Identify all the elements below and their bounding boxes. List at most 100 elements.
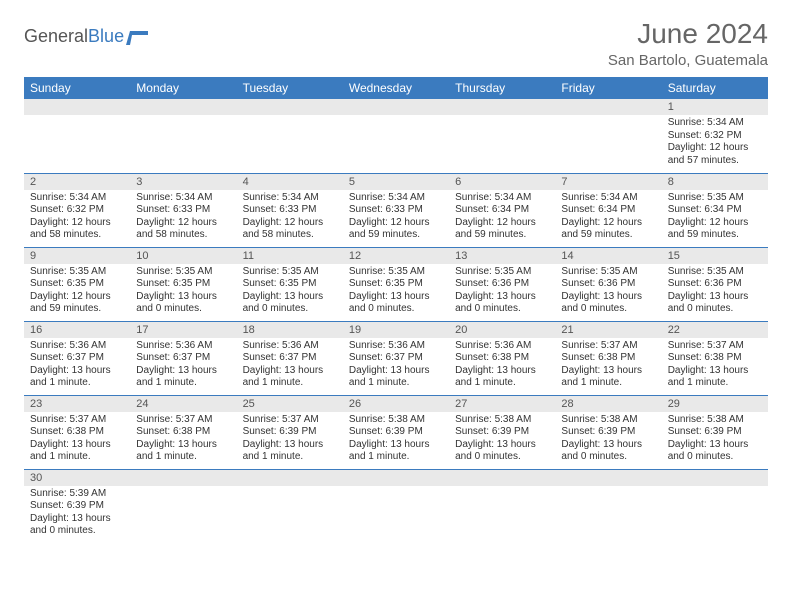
calendar-cell: 15Sunrise: 5:35 AMSunset: 6:36 PMDayligh… bbox=[662, 247, 768, 321]
day-details: Sunrise: 5:39 AMSunset: 6:39 PMDaylight:… bbox=[24, 486, 130, 542]
sunset-text: Sunset: 6:37 PM bbox=[30, 352, 124, 365]
sunset-text: Sunset: 6:39 PM bbox=[30, 500, 124, 513]
calendar-cell: 27Sunrise: 5:38 AMSunset: 6:39 PMDayligh… bbox=[449, 395, 555, 469]
daylight-text: Daylight: 13 hours and 1 minute. bbox=[349, 365, 443, 390]
calendar-week-row: 2Sunrise: 5:34 AMSunset: 6:32 PMDaylight… bbox=[24, 173, 768, 247]
calendar-cell: 3Sunrise: 5:34 AMSunset: 6:33 PMDaylight… bbox=[130, 173, 236, 247]
calendar-cell: 7Sunrise: 5:34 AMSunset: 6:34 PMDaylight… bbox=[555, 173, 661, 247]
day-details: Sunrise: 5:38 AMSunset: 6:39 PMDaylight:… bbox=[343, 412, 449, 468]
day-number: 18 bbox=[237, 322, 343, 338]
day-number: 23 bbox=[24, 396, 130, 412]
day-number: 27 bbox=[449, 396, 555, 412]
sunrise-text: Sunrise: 5:34 AM bbox=[455, 192, 549, 205]
day-details bbox=[343, 115, 449, 121]
sunrise-text: Sunrise: 5:39 AM bbox=[30, 488, 124, 501]
daylight-text: Daylight: 12 hours and 58 minutes. bbox=[30, 217, 124, 242]
day-number: 12 bbox=[343, 248, 449, 264]
sunset-text: Sunset: 6:37 PM bbox=[349, 352, 443, 365]
daylight-text: Daylight: 13 hours and 0 minutes. bbox=[455, 291, 549, 316]
day-details: Sunrise: 5:35 AMSunset: 6:36 PMDaylight:… bbox=[555, 264, 661, 320]
calendar-cell: 10Sunrise: 5:35 AMSunset: 6:35 PMDayligh… bbox=[130, 247, 236, 321]
day-number bbox=[449, 470, 555, 486]
sunrise-text: Sunrise: 5:35 AM bbox=[349, 266, 443, 279]
calendar-week-row: 1Sunrise: 5:34 AMSunset: 6:32 PMDaylight… bbox=[24, 99, 768, 173]
daylight-text: Daylight: 13 hours and 1 minute. bbox=[243, 439, 337, 464]
sunrise-text: Sunrise: 5:36 AM bbox=[349, 340, 443, 353]
day-number: 7 bbox=[555, 174, 661, 190]
day-details: Sunrise: 5:38 AMSunset: 6:39 PMDaylight:… bbox=[449, 412, 555, 468]
calendar-cell: 8Sunrise: 5:35 AMSunset: 6:34 PMDaylight… bbox=[662, 173, 768, 247]
day-details bbox=[662, 486, 768, 492]
sunrise-text: Sunrise: 5:35 AM bbox=[561, 266, 655, 279]
calendar-body: 1Sunrise: 5:34 AMSunset: 6:32 PMDaylight… bbox=[24, 99, 768, 543]
daylight-text: Daylight: 13 hours and 0 minutes. bbox=[561, 291, 655, 316]
day-details: Sunrise: 5:38 AMSunset: 6:39 PMDaylight:… bbox=[555, 412, 661, 468]
day-details: Sunrise: 5:36 AMSunset: 6:38 PMDaylight:… bbox=[449, 338, 555, 394]
logo-flag-icon bbox=[126, 29, 148, 45]
day-details bbox=[449, 115, 555, 121]
sunset-text: Sunset: 6:36 PM bbox=[455, 278, 549, 291]
calendar-cell bbox=[237, 469, 343, 543]
sunset-text: Sunset: 6:38 PM bbox=[561, 352, 655, 365]
sunrise-text: Sunrise: 5:38 AM bbox=[349, 414, 443, 427]
sunset-text: Sunset: 6:34 PM bbox=[668, 204, 762, 217]
page-subtitle: San Bartolo, Guatemala bbox=[608, 52, 768, 69]
daylight-text: Daylight: 13 hours and 1 minute. bbox=[455, 365, 549, 390]
calendar-cell: 26Sunrise: 5:38 AMSunset: 6:39 PMDayligh… bbox=[343, 395, 449, 469]
logo-text-1: General bbox=[24, 26, 88, 46]
calendar-cell: 19Sunrise: 5:36 AMSunset: 6:37 PMDayligh… bbox=[343, 321, 449, 395]
day-header: Tuesday bbox=[237, 77, 343, 99]
daylight-text: Daylight: 12 hours and 59 minutes. bbox=[561, 217, 655, 242]
calendar-page: GeneralBlue June 2024 San Bartolo, Guate… bbox=[0, 0, 792, 561]
sunrise-text: Sunrise: 5:34 AM bbox=[668, 117, 762, 130]
sunset-text: Sunset: 6:39 PM bbox=[455, 426, 549, 439]
day-number: 10 bbox=[130, 248, 236, 264]
calendar-cell: 9Sunrise: 5:35 AMSunset: 6:35 PMDaylight… bbox=[24, 247, 130, 321]
day-number: 20 bbox=[449, 322, 555, 338]
sunset-text: Sunset: 6:35 PM bbox=[349, 278, 443, 291]
day-details: Sunrise: 5:37 AMSunset: 6:38 PMDaylight:… bbox=[662, 338, 768, 394]
calendar-cell: 16Sunrise: 5:36 AMSunset: 6:37 PMDayligh… bbox=[24, 321, 130, 395]
day-details: Sunrise: 5:34 AMSunset: 6:34 PMDaylight:… bbox=[449, 190, 555, 246]
day-number bbox=[24, 99, 130, 115]
day-details: Sunrise: 5:35 AMSunset: 6:36 PMDaylight:… bbox=[662, 264, 768, 320]
day-details: Sunrise: 5:35 AMSunset: 6:35 PMDaylight:… bbox=[343, 264, 449, 320]
calendar-cell: 14Sunrise: 5:35 AMSunset: 6:36 PMDayligh… bbox=[555, 247, 661, 321]
sunset-text: Sunset: 6:33 PM bbox=[243, 204, 337, 217]
day-number: 29 bbox=[662, 396, 768, 412]
sunset-text: Sunset: 6:39 PM bbox=[561, 426, 655, 439]
day-number: 30 bbox=[24, 470, 130, 486]
sunrise-text: Sunrise: 5:38 AM bbox=[668, 414, 762, 427]
sunset-text: Sunset: 6:39 PM bbox=[668, 426, 762, 439]
logo-text-2: Blue bbox=[88, 26, 124, 46]
sunrise-text: Sunrise: 5:35 AM bbox=[455, 266, 549, 279]
daylight-text: Daylight: 13 hours and 1 minute. bbox=[668, 365, 762, 390]
day-details bbox=[343, 486, 449, 492]
day-number: 8 bbox=[662, 174, 768, 190]
calendar-table: Sunday Monday Tuesday Wednesday Thursday… bbox=[24, 77, 768, 543]
day-number: 5 bbox=[343, 174, 449, 190]
sunset-text: Sunset: 6:37 PM bbox=[243, 352, 337, 365]
day-header: Thursday bbox=[449, 77, 555, 99]
day-number: 11 bbox=[237, 248, 343, 264]
sunrise-text: Sunrise: 5:35 AM bbox=[243, 266, 337, 279]
day-details: Sunrise: 5:34 AMSunset: 6:33 PMDaylight:… bbox=[130, 190, 236, 246]
calendar-cell: 20Sunrise: 5:36 AMSunset: 6:38 PMDayligh… bbox=[449, 321, 555, 395]
daylight-text: Daylight: 13 hours and 1 minute. bbox=[136, 439, 230, 464]
calendar-cell bbox=[555, 469, 661, 543]
day-details: Sunrise: 5:37 AMSunset: 6:38 PMDaylight:… bbox=[130, 412, 236, 468]
calendar-cell: 4Sunrise: 5:34 AMSunset: 6:33 PMDaylight… bbox=[237, 173, 343, 247]
sunrise-text: Sunrise: 5:34 AM bbox=[30, 192, 124, 205]
sunrise-text: Sunrise: 5:36 AM bbox=[30, 340, 124, 353]
day-details: Sunrise: 5:36 AMSunset: 6:37 PMDaylight:… bbox=[24, 338, 130, 394]
sunrise-text: Sunrise: 5:35 AM bbox=[136, 266, 230, 279]
day-details bbox=[555, 486, 661, 492]
day-number: 25 bbox=[237, 396, 343, 412]
day-details bbox=[555, 115, 661, 121]
day-details bbox=[237, 115, 343, 121]
day-number bbox=[343, 99, 449, 115]
day-number: 24 bbox=[130, 396, 236, 412]
day-number: 2 bbox=[24, 174, 130, 190]
sunrise-text: Sunrise: 5:37 AM bbox=[136, 414, 230, 427]
daylight-text: Daylight: 12 hours and 57 minutes. bbox=[668, 142, 762, 167]
